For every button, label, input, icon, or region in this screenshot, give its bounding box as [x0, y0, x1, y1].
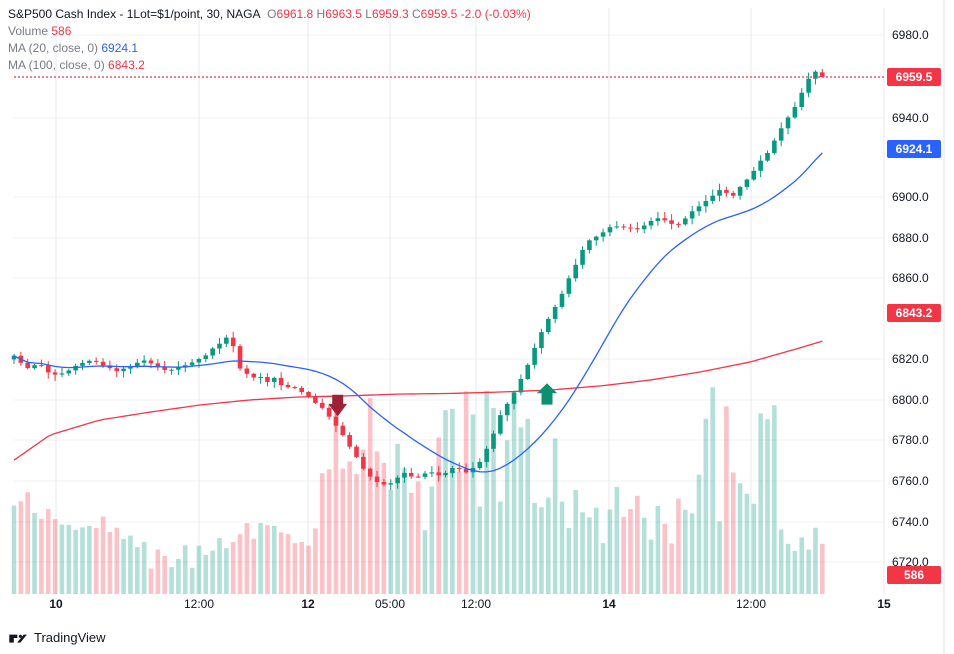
svg-text:6820.0: 6820.0 — [892, 352, 929, 366]
svg-text:6780.0: 6780.0 — [892, 433, 929, 447]
svg-text:6924.1: 6924.1 — [896, 142, 933, 156]
svg-text:12:00: 12:00 — [184, 597, 214, 611]
svg-text:6880.0: 6880.0 — [892, 231, 929, 245]
svg-text:6959.5: 6959.5 — [896, 70, 933, 84]
svg-text:05:00: 05:00 — [375, 597, 405, 611]
svg-text:6800.0: 6800.0 — [892, 393, 929, 407]
svg-text:14: 14 — [602, 597, 616, 611]
svg-text:586: 586 — [904, 568, 924, 582]
svg-text:12: 12 — [301, 597, 315, 611]
svg-text:6740.0: 6740.0 — [892, 515, 929, 529]
svg-text:6860.0: 6860.0 — [892, 271, 929, 285]
svg-text:15: 15 — [877, 597, 891, 611]
svg-text:6980.0: 6980.0 — [892, 28, 929, 42]
svg-text:12:00: 12:00 — [461, 597, 491, 611]
svg-text:6843.2: 6843.2 — [896, 306, 933, 320]
svg-text:6760.0: 6760.0 — [892, 474, 929, 488]
svg-text:6900.0: 6900.0 — [892, 190, 929, 204]
svg-text:6940.0: 6940.0 — [892, 111, 929, 125]
svg-text:12:00: 12:00 — [736, 597, 766, 611]
svg-text:10: 10 — [49, 597, 63, 611]
